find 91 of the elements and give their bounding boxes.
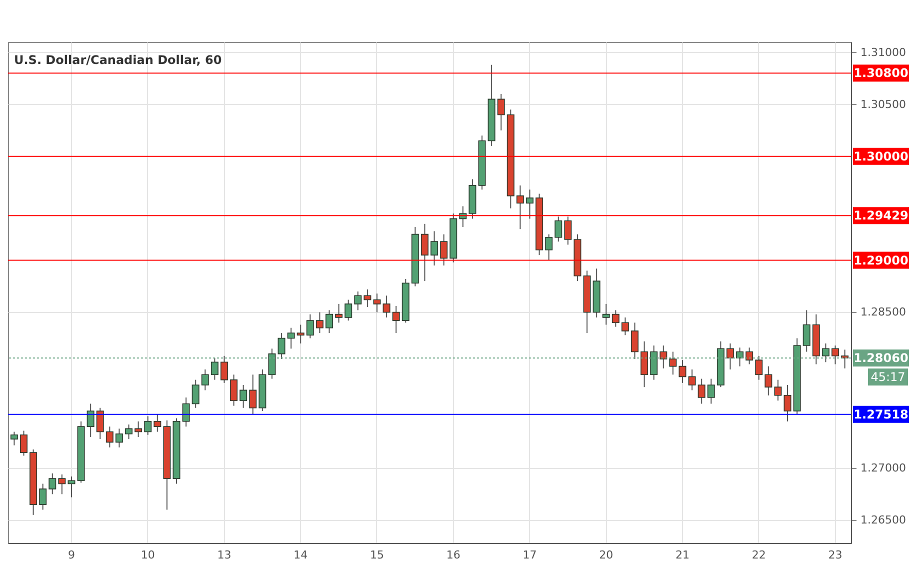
candlestick — [726, 342, 734, 370]
ref-line-label: 1.29429 — [854, 208, 908, 223]
x-tick-label: 13 — [217, 548, 232, 562]
candlestick — [364, 288, 372, 308]
x-tick-label: 14 — [294, 548, 308, 562]
candlestick — [68, 476, 76, 498]
candlestick — [48, 472, 56, 495]
x-tick-label: 15 — [370, 548, 384, 562]
ref-line-label: 1.28060 — [854, 350, 908, 365]
candlestick — [516, 184, 524, 230]
x-tick-label: 16 — [446, 548, 460, 562]
candlestick — [621, 316, 629, 336]
candlestick — [20, 430, 28, 456]
text: 45:17 — [870, 370, 906, 384]
candlestick — [220, 355, 228, 384]
text: U.S. Dollar/Canadian Dollar, 60 — [14, 53, 222, 67]
candlestick — [240, 384, 248, 408]
candlestick — [774, 379, 782, 402]
candlestick — [420, 223, 428, 282]
candlestick — [115, 428, 123, 448]
candlestick — [144, 416, 152, 436]
candlestick — [134, 420, 142, 438]
candlestick — [125, 424, 133, 440]
x-tick-label: 20 — [599, 548, 614, 562]
candlestick — [746, 347, 754, 365]
candlestick — [39, 483, 47, 510]
candlestick — [526, 189, 534, 220]
candlestick — [650, 345, 658, 380]
candlestick — [602, 303, 610, 326]
x-tick-label: 9 — [68, 548, 75, 562]
x-tick-label: 10 — [140, 548, 155, 562]
candlestick — [306, 314, 314, 339]
candlestick — [631, 322, 638, 360]
candlestick — [554, 216, 562, 242]
candlestick — [154, 414, 162, 432]
candlestick — [96, 407, 104, 440]
ref-line-label: 1.30000 — [854, 149, 908, 164]
x-tick-label: 23 — [828, 548, 842, 562]
candlestick — [326, 310, 333, 334]
candlestick — [802, 310, 810, 352]
candlestick — [612, 310, 620, 328]
x-tick-label: 17 — [522, 548, 537, 562]
candlestick — [316, 312, 324, 334]
y-tick-label: 1.30500 — [860, 98, 906, 111]
candlestick — [296, 324, 304, 344]
candlestick — [278, 332, 286, 360]
ref-line-label: 1.27518 — [854, 407, 908, 422]
candlestick — [430, 230, 438, 266]
y-tick-label: 1.28500 — [860, 306, 906, 319]
candlestick — [86, 403, 94, 438]
candlestick — [698, 378, 706, 404]
candlestick — [249, 374, 257, 415]
candlestick — [10, 431, 18, 446]
candlestick — [755, 355, 763, 380]
ref-line-label: 1.30800 — [854, 66, 908, 80]
candlestick — [373, 293, 381, 313]
candlestick — [640, 340, 648, 388]
candlestick — [440, 234, 448, 266]
candlestick — [354, 290, 362, 311]
candlestick — [660, 345, 668, 369]
candlestick — [287, 327, 295, 350]
candlestick — [58, 474, 66, 495]
candlestick — [832, 345, 839, 365]
x-tick-label: 21 — [675, 548, 690, 562]
candlestick — [210, 357, 218, 380]
candlestick — [822, 342, 830, 363]
candlestick — [344, 299, 352, 322]
candlestick — [230, 374, 238, 406]
y-tick-label: 1.27000 — [860, 462, 906, 475]
candlestick — [784, 384, 792, 422]
candlestick — [545, 234, 553, 261]
y-tick-label: 1.31000 — [860, 46, 906, 59]
candlestick — [669, 351, 677, 376]
candlestick — [497, 93, 505, 131]
candlestick — [335, 303, 343, 324]
candlestick — [392, 306, 400, 334]
ref-line-label: 1.29000 — [854, 253, 908, 268]
candlestick — [764, 366, 772, 396]
candlestick — [106, 426, 114, 448]
candlestick — [268, 348, 276, 380]
y-tick-label: 1.26500 — [860, 514, 906, 527]
x-tick-label: 22 — [752, 548, 766, 562]
candlestick — [201, 368, 209, 391]
candlestick — [564, 216, 572, 246]
candlestick — [688, 368, 696, 391]
candlestick — [182, 396, 190, 428]
candlestick — [382, 295, 390, 318]
candlestick — [192, 379, 200, 408]
candlestick — [707, 378, 715, 404]
candlestick — [736, 347, 744, 367]
candlestick — [678, 360, 686, 384]
